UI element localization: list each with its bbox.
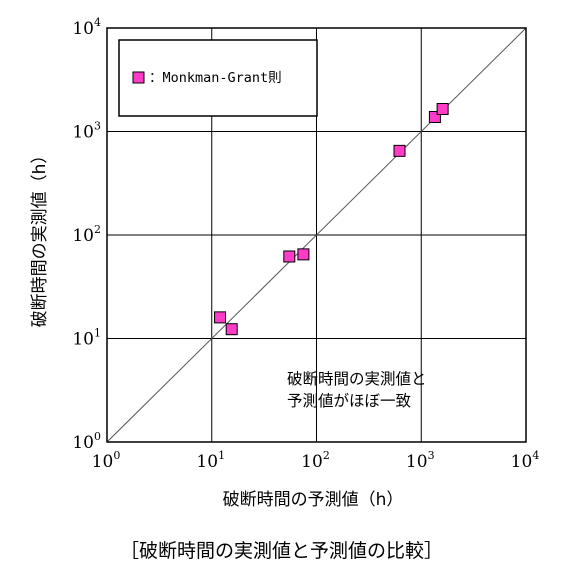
figure-caption: ［破断時間の実測値と予測値の比較］ xyxy=(119,540,443,562)
x-tick-label: 104 xyxy=(511,449,540,472)
plot-frame xyxy=(106,27,527,443)
y-tick-label: 101 xyxy=(72,327,101,350)
data-point-marker xyxy=(214,311,227,324)
reference-line-y-equals-x xyxy=(106,27,527,443)
legend-label: ：Monkman-Grant則 xyxy=(149,70,282,86)
x-tick-label: 103 xyxy=(406,449,435,472)
data-point-marker xyxy=(428,111,441,124)
y-tick-label: 103 xyxy=(72,120,101,143)
legend: ：Monkman-Grant則 xyxy=(118,39,318,117)
data-point-marker xyxy=(393,144,406,157)
data-points xyxy=(214,102,449,336)
data-point-marker xyxy=(283,250,296,263)
annotation-line-1: 破断時間の実測値と xyxy=(287,370,427,388)
y-tick-label: 102 xyxy=(72,223,101,246)
x-axis-label: 破断時間の予測値（h） xyxy=(223,490,404,510)
data-point-marker xyxy=(297,248,310,261)
data-point-marker xyxy=(436,102,449,115)
data-point-marker xyxy=(225,323,238,336)
y-tick-label: 100 xyxy=(72,430,101,453)
legend-box xyxy=(118,39,318,117)
y-tick-label: 104 xyxy=(72,16,101,39)
annotation-line-2: 予測値がほぼ一致 xyxy=(287,392,412,410)
y-axis-label: 破断時間の実測値（h） xyxy=(30,147,50,328)
legend-marker xyxy=(132,71,145,84)
tick-labels: 100 101 102 103 104 100 101 102 103 104 xyxy=(72,16,539,472)
x-tick-label: 101 xyxy=(196,449,225,472)
x-tick-label: 100 xyxy=(92,449,121,472)
x-tick-label: 102 xyxy=(301,449,330,472)
